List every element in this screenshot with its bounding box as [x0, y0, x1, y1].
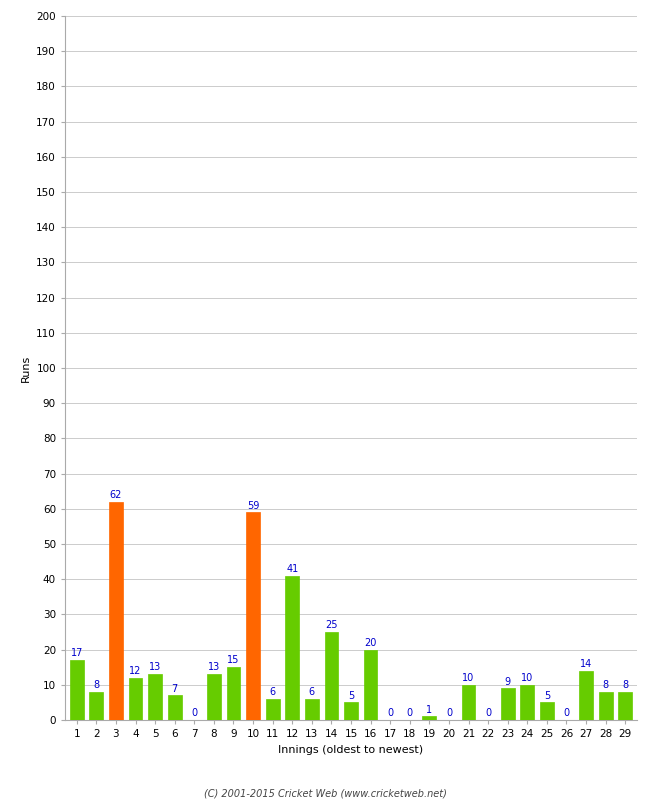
Text: 14: 14 — [580, 659, 592, 669]
X-axis label: Innings (oldest to newest): Innings (oldest to newest) — [278, 745, 424, 754]
Text: 6: 6 — [309, 687, 315, 697]
Text: 13: 13 — [208, 662, 220, 673]
Bar — [246, 512, 260, 720]
Bar — [618, 692, 632, 720]
Text: 25: 25 — [325, 620, 337, 630]
Bar — [207, 674, 221, 720]
Text: 0: 0 — [387, 708, 393, 718]
Bar — [422, 717, 436, 720]
Text: 62: 62 — [110, 490, 122, 500]
Text: 0: 0 — [191, 708, 198, 718]
Text: 10: 10 — [521, 673, 534, 683]
Text: 59: 59 — [247, 501, 259, 510]
Bar — [266, 699, 280, 720]
Text: 10: 10 — [462, 673, 474, 683]
Bar — [344, 702, 358, 720]
Text: 17: 17 — [71, 648, 83, 658]
Bar — [285, 576, 299, 720]
Bar — [305, 699, 318, 720]
Text: 9: 9 — [504, 677, 511, 686]
Text: (C) 2001-2015 Cricket Web (www.cricketweb.net): (C) 2001-2015 Cricket Web (www.cricketwe… — [203, 788, 447, 798]
Bar — [599, 692, 612, 720]
Bar — [462, 685, 475, 720]
Text: 8: 8 — [94, 680, 99, 690]
Text: 12: 12 — [129, 666, 142, 676]
Text: 0: 0 — [564, 708, 569, 718]
Bar — [324, 632, 338, 720]
Text: 20: 20 — [365, 638, 377, 648]
Text: 0: 0 — [485, 708, 491, 718]
Text: 6: 6 — [270, 687, 276, 697]
Bar — [129, 678, 142, 720]
Text: 15: 15 — [227, 655, 240, 666]
Text: 8: 8 — [603, 680, 608, 690]
Text: 8: 8 — [622, 680, 629, 690]
Bar — [501, 688, 515, 720]
Bar — [540, 702, 554, 720]
Text: 1: 1 — [426, 705, 432, 714]
Text: 5: 5 — [348, 690, 354, 701]
Bar — [109, 502, 123, 720]
Y-axis label: Runs: Runs — [21, 354, 31, 382]
Text: 7: 7 — [172, 683, 178, 694]
Text: 41: 41 — [286, 564, 298, 574]
Bar — [364, 650, 378, 720]
Text: 13: 13 — [149, 662, 161, 673]
Bar — [579, 670, 593, 720]
Bar — [148, 674, 162, 720]
Bar — [70, 660, 84, 720]
Text: 5: 5 — [544, 690, 550, 701]
Text: 0: 0 — [446, 708, 452, 718]
Text: 0: 0 — [407, 708, 413, 718]
Bar — [227, 667, 240, 720]
Bar — [168, 695, 181, 720]
Bar — [521, 685, 534, 720]
Bar — [90, 692, 103, 720]
